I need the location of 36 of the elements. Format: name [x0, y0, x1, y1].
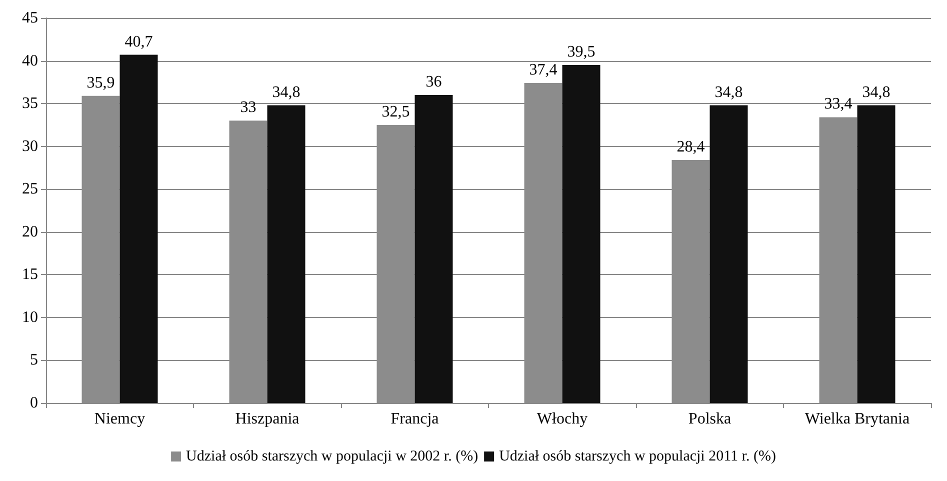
x-tick-label: Wielka Brytania	[804, 410, 910, 428]
data-label: 32,5	[382, 103, 410, 120]
x-tick-label: Niemcy	[94, 410, 146, 428]
bar	[562, 65, 600, 403]
y-tick-label: 10	[22, 308, 38, 326]
data-label: 34,8	[862, 84, 890, 101]
y-tick-label: 15	[22, 266, 38, 284]
data-label: 28,4	[676, 138, 705, 156]
data-label: 33,4	[824, 96, 852, 113]
bar	[267, 105, 306, 403]
y-tick-label: 35	[22, 95, 38, 112]
bar	[120, 54, 158, 403]
data-label: 33	[240, 99, 256, 116]
y-tick-label: 25	[22, 180, 38, 198]
y-tick-label: 5	[30, 352, 38, 369]
bar	[414, 95, 453, 403]
data-label: 36	[426, 74, 442, 90]
y-tick-label: 40	[22, 52, 38, 70]
legend-label: Udział osób starszych w populacji w 2002 r. (%)	[186, 448, 478, 464]
data-label: 37,4	[529, 62, 558, 79]
bar	[857, 105, 896, 403]
x-tick-label: Polska	[688, 410, 732, 428]
y-tick-label: 20	[22, 223, 38, 240]
legend-label: Udział osób starszych w populacji 2011 r. (%)	[499, 448, 776, 464]
data-label: 34,8	[272, 84, 300, 101]
data-label: 39,5	[567, 44, 596, 61]
data-label: 35,9	[86, 74, 115, 92]
x-tick-label: Francja	[390, 410, 439, 428]
x-tick-label: Włochy	[536, 410, 588, 428]
bar	[710, 105, 748, 403]
y-tick-label: 45	[22, 10, 38, 26]
y-tick-label: 30	[22, 138, 38, 155]
data-label: 34,8	[714, 84, 743, 101]
data-label: 40,7	[124, 33, 153, 50]
y-tick-label: 0	[30, 394, 38, 412]
x-tick-label: Hiszpania	[235, 410, 300, 428]
